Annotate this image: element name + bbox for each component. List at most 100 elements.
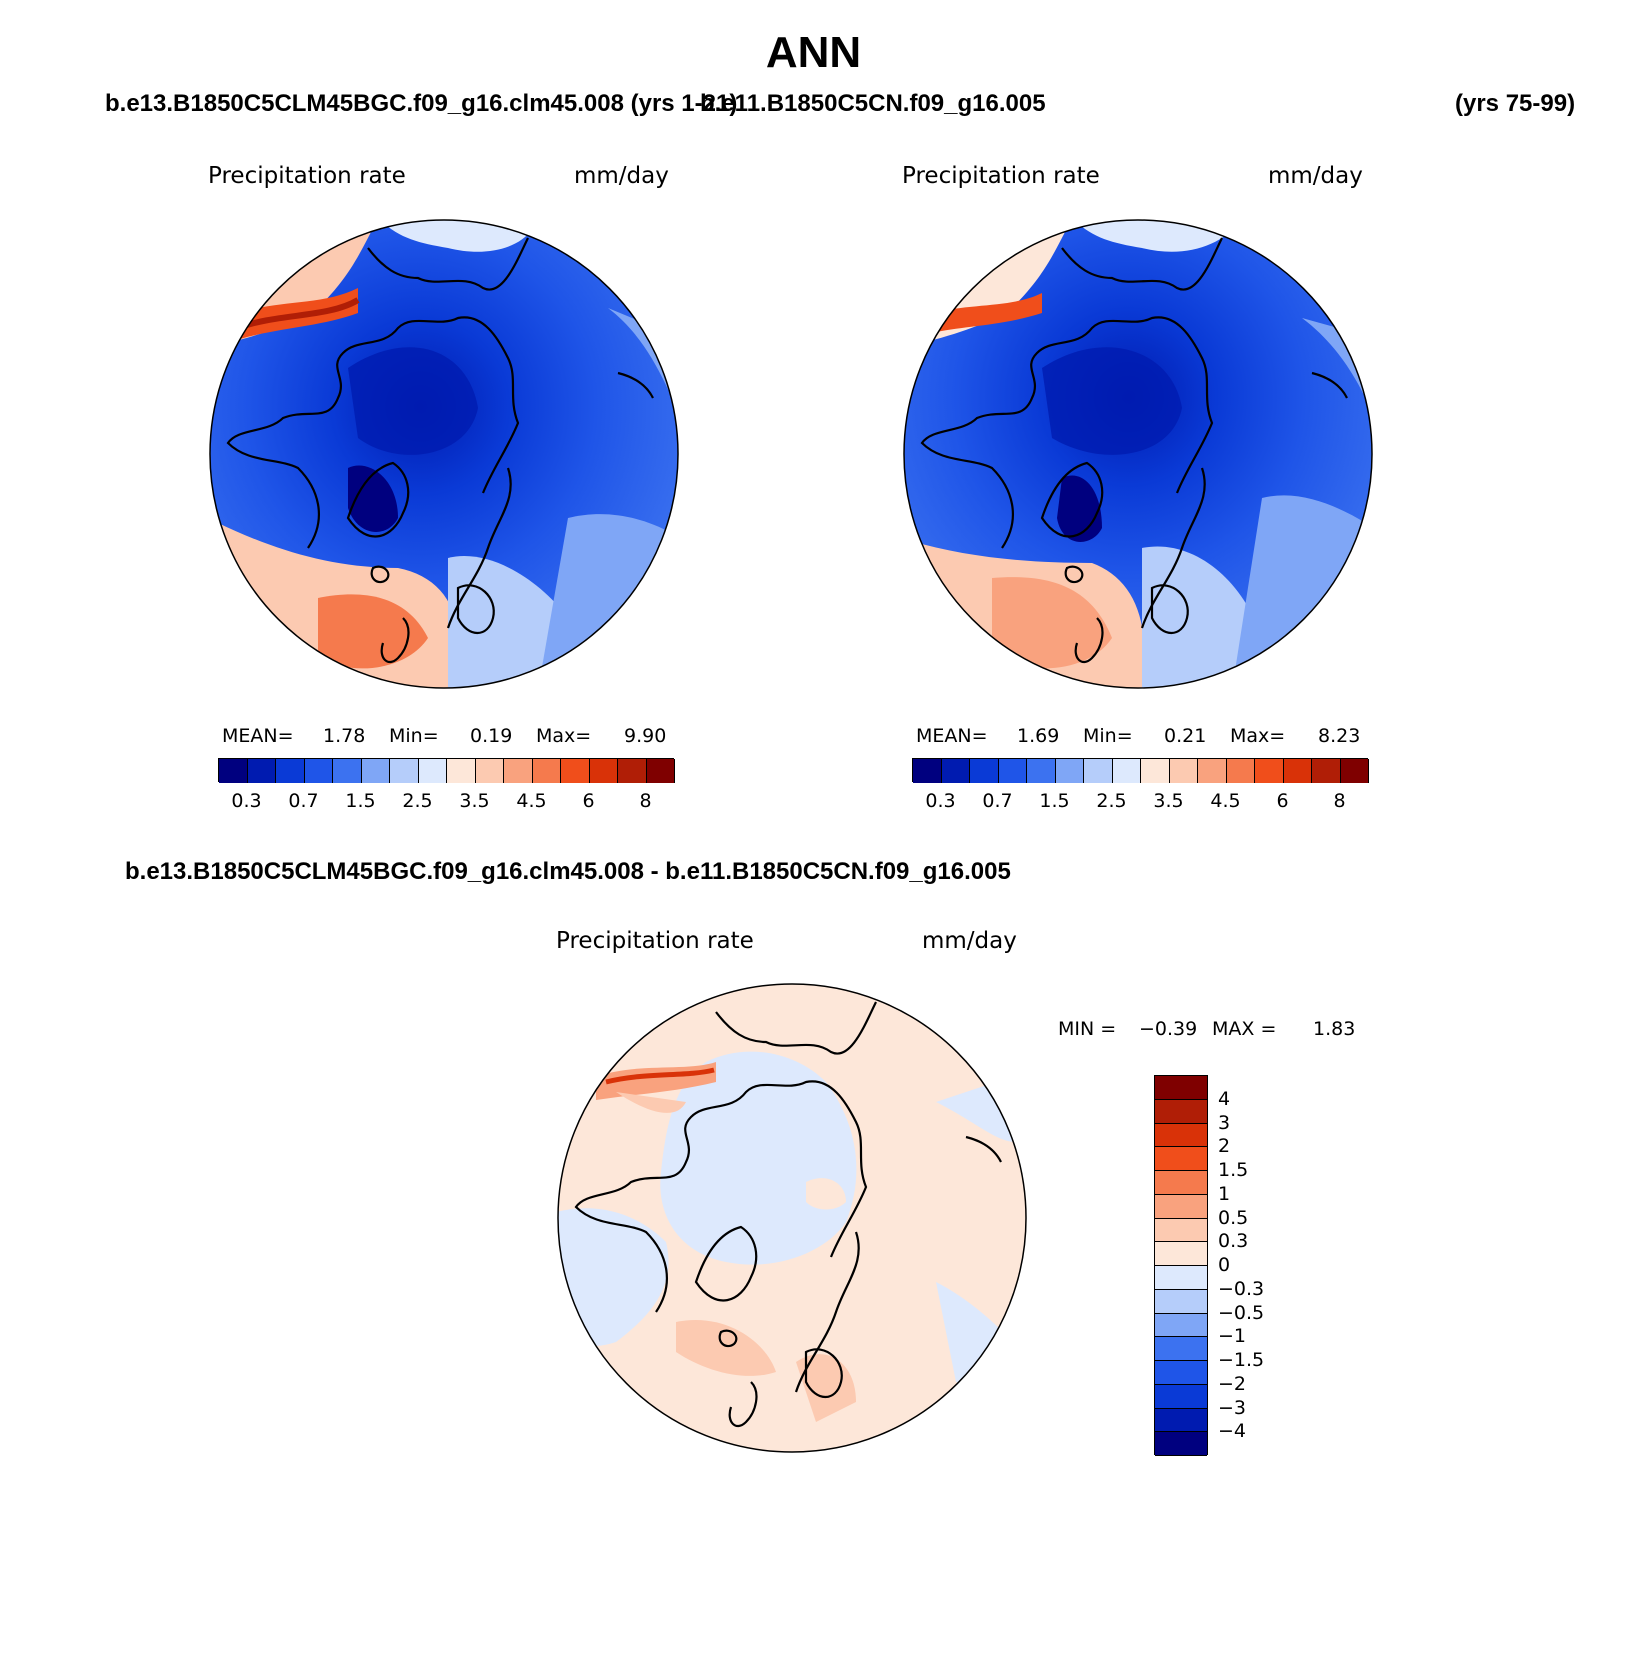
colorbar-tick-label: 8 xyxy=(616,790,676,812)
colorbar-swatch xyxy=(1155,1432,1207,1456)
left-case-title: b.e13.B1850C5CLM45BGC.f09_g16.clm45.008 … xyxy=(105,90,737,118)
colorbar-swatch xyxy=(1027,759,1056,783)
colorbar-swatch xyxy=(999,759,1028,783)
colorbar-swatch xyxy=(1155,1290,1207,1314)
panel1-mean-label: MEAN= xyxy=(222,725,294,747)
colorbar-tick-label: 6 xyxy=(1253,790,1313,812)
colorbar-swatch xyxy=(248,759,277,783)
colorbar-tick-label: 2.5 xyxy=(388,790,448,812)
colorbar-swatch xyxy=(533,759,562,783)
colorbar-swatch xyxy=(1155,1124,1207,1148)
colorbar-tick-label: 3.5 xyxy=(1139,790,1199,812)
panel2-colorbar xyxy=(912,758,1368,782)
colorbar-tick-label: 0.3 xyxy=(217,790,277,812)
panel3-min: −0.39 xyxy=(1139,1018,1197,1040)
panel2-max: 8.23 xyxy=(1318,725,1360,747)
colorbar-swatch xyxy=(1170,759,1199,783)
panel3-map xyxy=(556,982,1028,1454)
colorbar-swatch xyxy=(504,759,533,783)
colorbar-tick-label: 1.5 xyxy=(1025,790,1085,812)
colorbar-swatch xyxy=(1227,759,1256,783)
panel3-max-label: MAX = xyxy=(1212,1018,1276,1040)
colorbar-tick-label: −3 xyxy=(1218,1396,1246,1420)
colorbar-swatch xyxy=(333,759,362,783)
colorbar-tick-label: 0.5 xyxy=(1218,1206,1248,1230)
panel3-units: mm/day xyxy=(922,928,1017,954)
colorbar-tick-label: 3.5 xyxy=(445,790,505,812)
panel2-colorbar-ticks: 0.3 0.7 1.5 2.5 3.5 4.5 6 8 xyxy=(912,790,1368,814)
colorbar-swatch xyxy=(1155,1385,1207,1409)
colorbar-swatch xyxy=(1198,759,1227,783)
panel3-min-label: MIN = xyxy=(1058,1018,1116,1040)
colorbar-tick-label: 0.3 xyxy=(1218,1229,1248,1253)
colorbar-tick-label: 4.5 xyxy=(1196,790,1256,812)
colorbar-swatch xyxy=(1155,1171,1207,1195)
panel1-min: 0.19 xyxy=(470,725,512,747)
colorbar-swatch xyxy=(1155,1100,1207,1124)
colorbar-swatch xyxy=(1155,1195,1207,1219)
panel2-units: mm/day xyxy=(1268,163,1363,189)
colorbar-tick-label: −1 xyxy=(1218,1324,1246,1348)
colorbar-swatch xyxy=(1155,1337,1207,1361)
colorbar-swatch xyxy=(942,759,971,783)
colorbar-swatch xyxy=(219,759,248,783)
panel1-mean: 1.78 xyxy=(323,725,365,747)
colorbar-tick-label: −0.3 xyxy=(1218,1277,1264,1301)
colorbar-swatch xyxy=(1155,1409,1207,1433)
colorbar-tick-label: 0.7 xyxy=(968,790,1028,812)
panel3-colorbar xyxy=(1154,1075,1208,1455)
panel1-colorbar-ticks: 0.3 0.7 1.5 2.5 3.5 4.5 6 8 xyxy=(218,790,674,814)
colorbar-swatch xyxy=(390,759,419,783)
colorbar-swatch xyxy=(1084,759,1113,783)
colorbar-swatch xyxy=(1155,1242,1207,1266)
panel2-variable: Precipitation rate xyxy=(902,163,1100,189)
panel1-min-label: Min= xyxy=(389,725,439,747)
colorbar-swatch xyxy=(590,759,619,783)
colorbar-swatch xyxy=(1341,759,1370,783)
colorbar-swatch xyxy=(447,759,476,783)
panel2-map xyxy=(902,218,1374,690)
colorbar-tick-label: 0.3 xyxy=(911,790,971,812)
panel2-min-label: Min= xyxy=(1083,725,1133,747)
colorbar-tick-label: −2 xyxy=(1218,1372,1246,1396)
panel3-colorbar-ticks: 4 3 2 1.5 1 0.5 0.3 0 −0.3 −0.5 −1 −1.5 −2 −3 −4 xyxy=(1218,1075,1298,1455)
colorbar-swatch xyxy=(1312,759,1341,783)
colorbar-swatch xyxy=(1056,759,1085,783)
panel1-max: 9.90 xyxy=(624,725,666,747)
colorbar-swatch xyxy=(1155,1219,1207,1243)
diff-case-title: b.e13.B1850C5CLM45BGC.f09_g16.clm45.008 … xyxy=(125,858,1011,886)
panel3-max: 1.83 xyxy=(1313,1018,1355,1040)
colorbar-tick-label: 1.5 xyxy=(1218,1158,1248,1182)
colorbar-swatch xyxy=(362,759,391,783)
colorbar-tick-label: 2 xyxy=(1218,1134,1230,1158)
colorbar-swatch xyxy=(1155,1314,1207,1338)
colorbar-tick-label: −0.5 xyxy=(1218,1301,1264,1325)
colorbar-swatch xyxy=(1155,1266,1207,1290)
panel1-map xyxy=(208,218,680,690)
panel2-mean: 1.69 xyxy=(1017,725,1059,747)
colorbar-swatch xyxy=(970,759,999,783)
colorbar-swatch xyxy=(1113,759,1142,783)
panel2-max-label: Max= xyxy=(1230,725,1285,747)
panel1-colorbar xyxy=(218,758,674,782)
panel1-variable: Precipitation rate xyxy=(208,163,406,189)
colorbar-tick-label: 8 xyxy=(1310,790,1370,812)
colorbar-swatch xyxy=(1155,1361,1207,1385)
colorbar-tick-label: 6 xyxy=(559,790,619,812)
colorbar-tick-label: 4.5 xyxy=(502,790,562,812)
panel1-max-label: Max= xyxy=(536,725,591,747)
colorbar-swatch xyxy=(1141,759,1170,783)
colorbar-tick-label: 4 xyxy=(1218,1087,1230,1111)
colorbar-tick-label: 2.5 xyxy=(1082,790,1142,812)
colorbar-swatch xyxy=(647,759,676,783)
panel1-units: mm/day xyxy=(574,163,669,189)
panel2-min: 0.21 xyxy=(1164,725,1206,747)
colorbar-tick-label: −4 xyxy=(1218,1419,1246,1443)
colorbar-swatch xyxy=(1155,1147,1207,1171)
colorbar-swatch xyxy=(1155,1076,1207,1100)
colorbar-swatch xyxy=(561,759,590,783)
colorbar-swatch xyxy=(276,759,305,783)
colorbar-tick-label: 0 xyxy=(1218,1253,1230,1277)
panel2-mean-label: MEAN= xyxy=(916,725,988,747)
colorbar-swatch xyxy=(1255,759,1284,783)
